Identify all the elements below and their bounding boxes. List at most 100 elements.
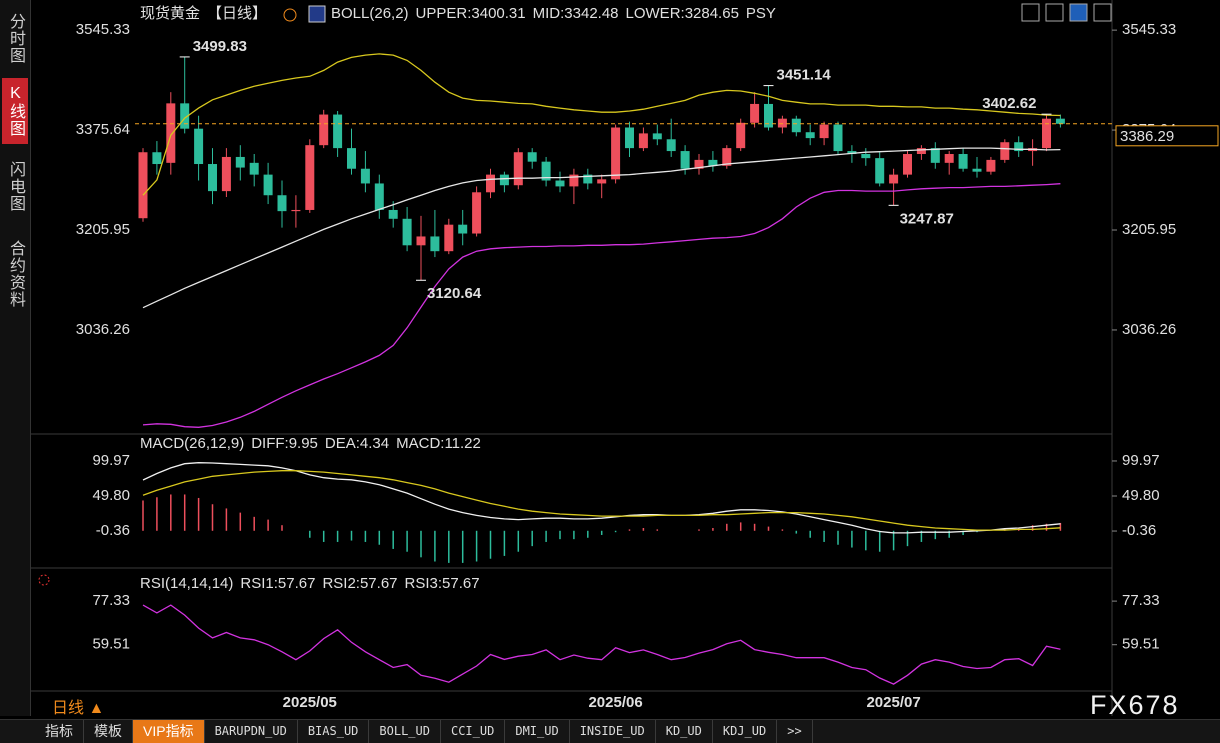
candle-body	[249, 162, 259, 175]
toolbar-tab[interactable]: DMI_UD	[505, 720, 570, 743]
low-annotation: 3120.64	[427, 285, 482, 302]
candle-body	[694, 159, 704, 169]
candle-body	[833, 124, 843, 152]
candle-body	[347, 148, 356, 169]
sidebar-tab[interactable]: 合约资料	[7, 240, 24, 308]
candle-body	[625, 127, 634, 149]
candle-body	[847, 151, 857, 155]
y-tick-label: 99.97	[92, 452, 130, 469]
candle-body	[555, 180, 565, 187]
candle-body	[638, 133, 648, 149]
candle-body	[1055, 118, 1065, 124]
candle-body	[972, 168, 982, 172]
indicator-label: RSI3:57.67	[405, 575, 480, 592]
candle-body	[805, 132, 815, 139]
y-tick-label-right: 3205.95	[1122, 221, 1176, 238]
y-tick-label-right: -0.36	[1122, 522, 1156, 539]
indicator-label: BOLL(26,2)	[331, 5, 409, 22]
indicator-label: 现货黄金	[140, 5, 200, 22]
toolbar-tab[interactable]: BOLL_UD	[369, 720, 441, 743]
candle-body	[513, 152, 523, 186]
toolbar-tab[interactable]: KDJ_UD	[713, 720, 778, 743]
candle-body	[1000, 142, 1010, 160]
indicator-line	[142, 53, 1061, 196]
candle-body	[930, 148, 940, 163]
candle-body	[221, 156, 231, 192]
candle-body	[499, 174, 509, 186]
icon[interactable]	[1021, 3, 1040, 22]
candle-body	[138, 152, 148, 219]
candle-body	[777, 118, 787, 128]
candle-body	[916, 148, 926, 155]
high-annotation: 3451.14	[777, 67, 832, 84]
candle-body	[194, 128, 204, 165]
icon[interactable]	[1045, 3, 1064, 22]
candle-body	[277, 195, 287, 212]
y-tick-label-right: 99.97	[1122, 452, 1160, 469]
candle-body	[750, 103, 760, 123]
candle-body	[416, 236, 426, 246]
y-tick-label-right: 77.33	[1122, 592, 1160, 609]
candle-body	[764, 103, 773, 128]
toolbar-tab[interactable]: >>	[777, 720, 813, 743]
y-tick-label: 77.33	[92, 592, 130, 609]
x-tick-label: 2025/05	[283, 694, 337, 711]
sidebar-tab[interactable]: 闪电图	[7, 160, 24, 212]
candle-body	[291, 209, 301, 212]
y-tick-label-right: 3036.26	[1122, 321, 1176, 338]
y-tick-label: 3545.33	[76, 21, 130, 38]
panel-icon[interactable]	[38, 574, 50, 586]
candle-body	[708, 159, 718, 166]
indicator-line	[142, 462, 1061, 534]
candle-body	[180, 103, 190, 129]
toolbar-tab[interactable]: KD_UD	[656, 720, 713, 743]
period-selector[interactable]: 日线 ▲	[52, 700, 105, 717]
indicator-line	[142, 604, 1061, 685]
candle-body	[861, 154, 871, 159]
candle-body	[736, 122, 746, 149]
y-tick-label: -0.36	[96, 522, 130, 539]
icon[interactable]	[1069, 3, 1088, 22]
candle-body	[569, 174, 579, 187]
icon[interactable]	[1093, 3, 1112, 22]
indicator-label: DIFF:9.95	[251, 435, 318, 452]
toolbar-tab[interactable]: VIP指标	[133, 720, 205, 743]
indicator-label: RSI1:57.67	[240, 575, 315, 592]
y-tick-label-right: 59.51	[1122, 636, 1160, 653]
candle-body	[583, 174, 593, 184]
candle-body	[166, 103, 176, 163]
y-tick-label: 3375.64	[76, 121, 130, 138]
sidebar-tab[interactable]: 分时图	[7, 12, 24, 64]
indicator-label: MID:3342.48	[533, 5, 619, 22]
chart: 3545.333545.333375.643375.643205.953205.…	[30, 0, 1219, 716]
indicator-label: PSY	[746, 5, 776, 22]
candle-body	[680, 151, 690, 169]
indicator-line	[142, 147, 1061, 309]
toolbar-tab[interactable]: CCI_UD	[441, 720, 506, 743]
sidebar-tab[interactable]: K线图	[2, 78, 28, 144]
toolbar-tab[interactable]: BIAS_UD	[298, 720, 370, 743]
indicator-label: MACD:11.22	[396, 435, 481, 452]
last-price-box	[1115, 125, 1219, 147]
title-icon	[283, 8, 297, 22]
candle-body	[986, 159, 996, 172]
toolbar-icons[interactable]	[1021, 3, 1112, 22]
toolbar-tab[interactable]: 指标	[35, 720, 84, 743]
toolbar-tab[interactable]: 模板	[84, 720, 133, 743]
candle-body	[819, 124, 829, 139]
candle-body	[388, 209, 398, 219]
candle-body	[1042, 118, 1051, 149]
indicator-label: DEA:4.34	[325, 435, 389, 452]
x-tick-label: 2025/07	[866, 694, 920, 711]
candle-body	[444, 224, 454, 252]
y-tick-label: 59.51	[92, 636, 130, 653]
indicator-label: UPPER:3400.31	[416, 5, 526, 22]
indicator-line	[142, 470, 1061, 531]
candle-body	[152, 152, 162, 165]
toolbar-tab[interactable]: BARUPDN_UD	[205, 720, 298, 743]
candle-body	[597, 179, 607, 184]
toolbar-tab[interactable]: INSIDE_UD	[570, 720, 656, 743]
candle-body	[430, 236, 440, 252]
last-price-label: 3386.29	[1120, 128, 1174, 145]
y-tick-label: 3036.26	[76, 321, 130, 338]
